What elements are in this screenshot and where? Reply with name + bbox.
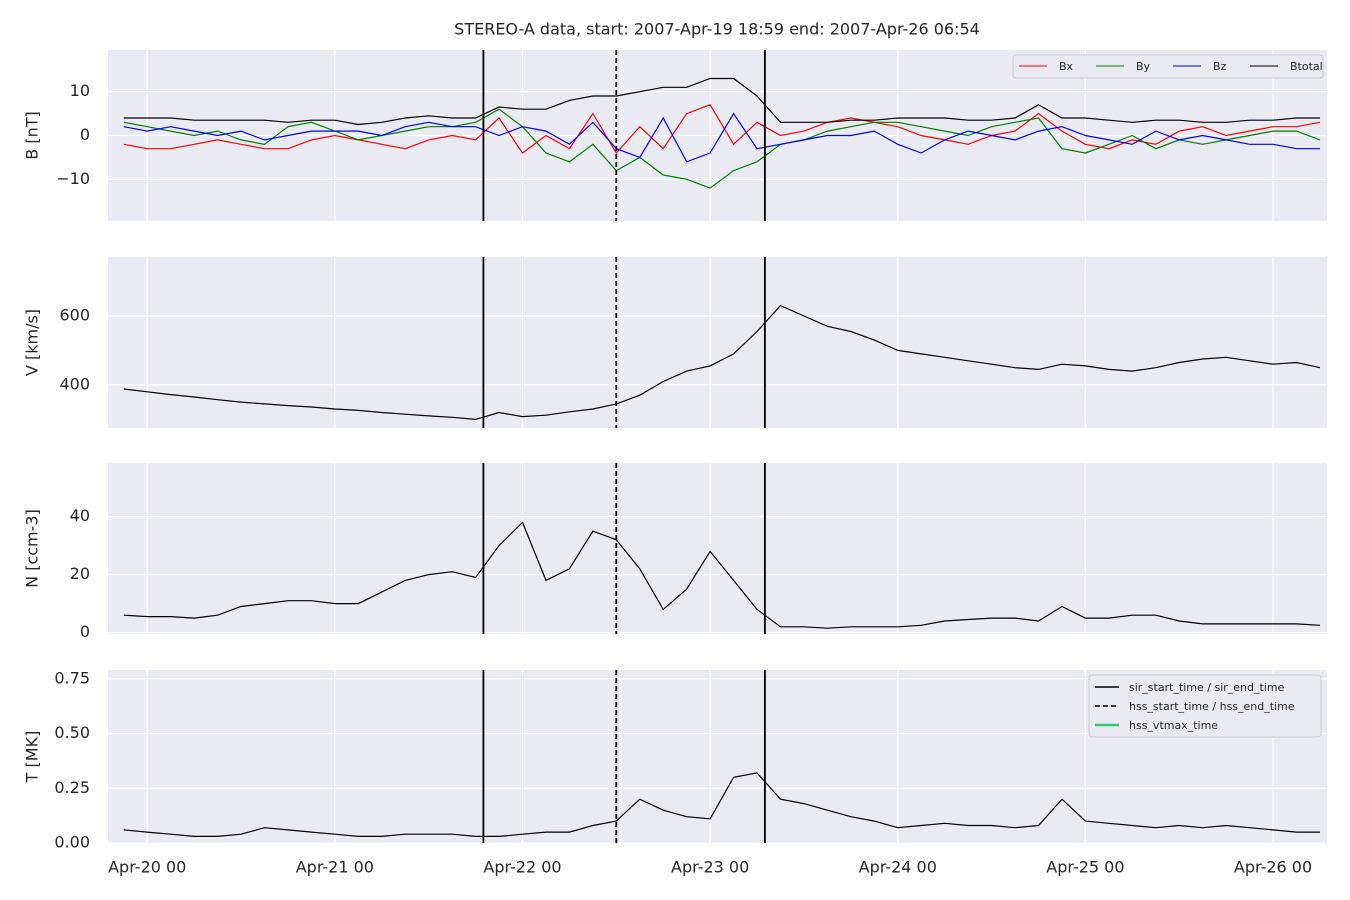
y-tick-label: 0 [80,622,90,641]
x-tick-label: Apr-22 00 [483,858,561,877]
data-line [123,521,1321,629]
data-line [123,77,1320,126]
data-line [123,772,1320,837]
legend-box [1012,54,1324,79]
data-line [123,304,1321,421]
y-tick-label: 40 [70,506,90,525]
legend-label: sir_start_time / sir_end_time [1129,681,1285,694]
y-tick-label: 0.75 [54,668,90,687]
legend-label: Bz [1213,60,1227,73]
y-tick-label: 0.25 [54,778,90,797]
y-tick-label: −10 [56,169,90,188]
x-tick-label: Apr-20 00 [108,858,186,877]
y-tick-label: 0 [80,125,90,144]
legend-label: Bx [1059,60,1074,73]
plot-background [108,257,1327,428]
y-tick-label: 400 [59,374,90,393]
x-tick-label: Apr-25 00 [1046,858,1124,877]
y-tick-label: 600 [59,305,90,324]
data-line [123,112,1320,163]
y-tick-label: 0.50 [54,723,90,742]
y-tick-label: 10 [70,81,90,100]
x-tick-label: Apr-23 00 [671,858,749,877]
y-tick-label: 0.00 [54,833,90,852]
y-tick-label: 20 [70,564,90,583]
y-axis-label: T [MK] [23,731,42,784]
legend-label: hss_vtmax_time [1129,719,1218,732]
y-axis-label: N [ccm-3] [23,509,42,588]
data-line [123,108,1321,189]
legend-box [1088,674,1322,738]
data-line [123,104,1321,155]
plot-background [108,463,1327,634]
legend-label: hss_start_time / hss_end_time [1129,700,1295,713]
x-tick-label: Apr-24 00 [859,858,937,877]
y-axis-label: B [nT] [23,111,42,159]
legend-label: Btotal [1290,60,1323,73]
x-tick-label: Apr-26 00 [1234,858,1312,877]
chart-title: STEREO-A data, start: 2007-Apr-19 18:59 … [454,20,980,39]
y-axis-label: V [km/s] [23,309,42,376]
x-tick-label: Apr-21 00 [296,858,374,877]
legend-label: By [1136,60,1151,73]
